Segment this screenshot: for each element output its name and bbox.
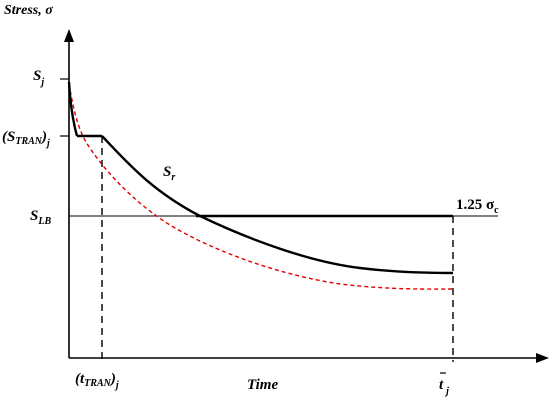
sr-label: Sr [163, 164, 175, 183]
ttran-label: (tTRAN)j [75, 371, 119, 391]
initial-relaxation-curve [67, 81, 79, 137]
y-axis-title: Stress, σ [4, 3, 53, 18]
sj-label: Sj [33, 68, 44, 88]
x-axis-title: Time [247, 377, 278, 393]
slb-label: SLB [30, 208, 51, 227]
relaxation-dashed-curve [68, 83, 454, 290]
stran-label: (STRAN)j [2, 129, 50, 149]
limit-value-label: 1.25 σc [456, 197, 499, 216]
y-axis-arrow [64, 29, 74, 42]
sr-curve [101, 135, 454, 275]
x-axis-arrow [536, 353, 549, 363]
